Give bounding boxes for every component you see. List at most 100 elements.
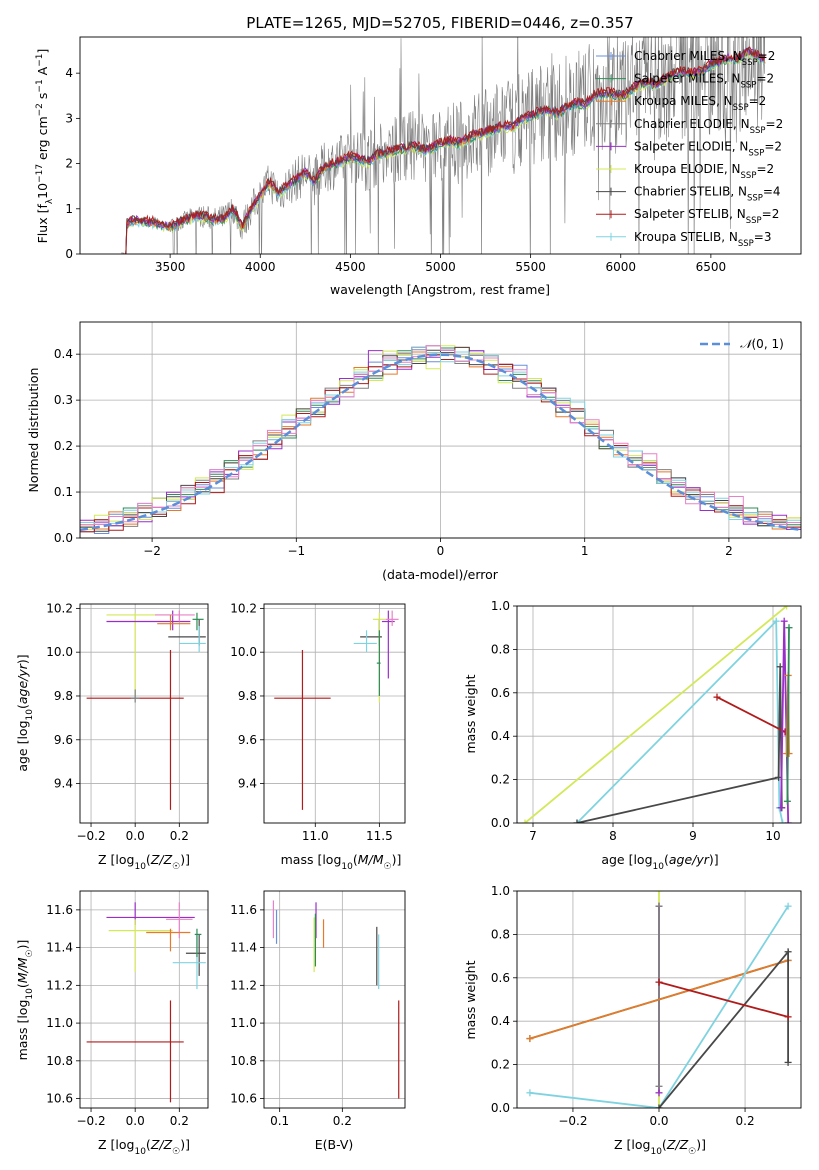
x-tick-label: 9	[689, 829, 697, 843]
y-tick-label: 9.6	[238, 733, 257, 747]
axes-age-Z: −0.2 0.0 0.2 9.4 9.6 9.8 10.0 10.2 Z [log10(Z/Z☉…	[15, 601, 209, 872]
y-tick-label: 0.0	[54, 531, 73, 545]
x-tick-label: −2	[143, 544, 161, 558]
y-tick-label: 11.2	[230, 978, 257, 992]
weight-line	[529, 905, 789, 1108]
y-tick-label: 11.4	[46, 941, 73, 955]
legend-label: Salpeter MILES, NSSP=2	[634, 72, 774, 91]
plot-area	[86, 902, 206, 1103]
y-tick-label: 0.2	[491, 773, 510, 787]
y-tick-label: 11.4	[230, 941, 257, 955]
y-tick-label: 10.6	[46, 1092, 73, 1106]
y-tick-label: 0.0	[491, 1101, 510, 1115]
x-axis-label: wavelength [Angstrom, rest frame]	[330, 282, 550, 297]
axes-spectrum: 3500 4000 4500 5000 5500 6000 6500 0 1 2 3 4 Chabrie…	[35, 36, 802, 297]
y-tick-label: 10.0	[46, 645, 73, 659]
figure-title: PLATE=1265, MJD=52705, FIBERID=0446, z=0…	[246, 14, 633, 32]
y-tick-label: 9.4	[54, 777, 73, 791]
x-tick-label: −0.2	[76, 1114, 105, 1128]
y-tick-label: 0.6	[491, 971, 510, 985]
plot-area	[121, 37, 766, 254]
y-tick-label: 10.2	[46, 601, 73, 615]
plot-area	[80, 345, 801, 538]
y-tick-label: 2	[65, 157, 73, 171]
x-tick-label: 0.2	[333, 1114, 352, 1128]
y-axis-label: mass weight	[463, 674, 478, 753]
x-tick-label: −0.2	[76, 829, 105, 843]
x-tick-label: 0.0	[126, 1114, 145, 1128]
x-tick-label: 0.2	[170, 829, 189, 843]
legend-label: 𝒩(0, 1)	[740, 337, 784, 351]
weight-line	[576, 666, 783, 823]
x-tick-label: 10	[765, 829, 780, 843]
x-tick-label: 0	[437, 544, 445, 558]
x-tick-label: 5500	[515, 260, 546, 274]
model-line	[121, 47, 766, 254]
y-axis-label: Normed distribution	[26, 368, 41, 493]
plot-area	[274, 610, 399, 810]
x-axis-label: age [log10(age/yr)]	[601, 852, 718, 872]
axes-frame	[79, 321, 802, 539]
x-axis-label: Z [log10(Z/Z☉)]	[614, 1137, 706, 1157]
x-tick-label: 11.0	[302, 829, 329, 843]
x-axis-label: E(B-V)	[315, 1137, 354, 1152]
y-tick-label: 9.6	[54, 733, 73, 747]
x-axis-label: mass [log10(M/M☉)]	[281, 852, 402, 872]
y-tick-label: 0.8	[491, 642, 510, 656]
y-tick-label: 0.2	[54, 439, 73, 453]
y-tick-label: 0.1	[54, 485, 73, 499]
y-axis-label: age [log10(age/yr)]	[15, 654, 35, 771]
legend-label: Kroupa ELODIE, NSSP=2	[634, 162, 774, 181]
weight-line	[576, 619, 784, 823]
x-axis-label: (data-model)/error	[382, 567, 499, 582]
axes-frame	[263, 603, 406, 824]
axes-residuals: −2 −1 0 1 2 0.0 0.1 0.2 0.3 0.4 𝒩(0, 1) (data-model…	[26, 321, 802, 582]
y-tick-label: 1.0	[491, 599, 510, 613]
x-axis-label: Z [log10(Z/Z☉)]	[98, 1137, 190, 1157]
legend-label: Chabrier STELIB, NSSP=4	[634, 185, 781, 204]
y-tick-label: 11.6	[230, 903, 257, 917]
y-tick-label: 1.0	[491, 884, 510, 898]
y-tick-label: 11.6	[46, 903, 73, 917]
x-tick-label: 11.5	[366, 829, 393, 843]
axes-frame	[79, 36, 802, 255]
x-tick-label: −1	[287, 544, 305, 558]
x-tick-label: 0.0	[126, 829, 145, 843]
x-tick-label: 0.2	[736, 1114, 755, 1128]
histogram-step	[80, 346, 801, 538]
x-tick-label: 4000	[245, 260, 276, 274]
axes-age-mass: 11.0 11.5 9.4 9.6 9.8 10.0 10.2 mass [log10(M/M…	[230, 601, 406, 872]
x-tick-label: 7	[529, 829, 537, 843]
y-tick-label: 11.2	[46, 978, 73, 992]
x-tick-label: 5000	[425, 260, 456, 274]
x-tick-label: 4500	[335, 260, 366, 274]
axes-mass-Z: −0.2 0.0 0.2 10.6 10.8 11.0 11.2 11.4 11.6 Z [log…	[15, 890, 209, 1157]
legend-label: Salpeter STELIB, NSSP=2	[634, 207, 779, 226]
y-tick-label: 11.0	[230, 1016, 257, 1030]
y-tick-label: 0.0	[491, 816, 510, 830]
model-line	[121, 46, 766, 254]
x-axis-label: Z [log10(Z/Z☉)]	[98, 852, 190, 872]
legend-label: Kroupa MILES, NSSP=2	[634, 94, 766, 113]
y-tick-label: 9.8	[238, 689, 257, 703]
y-tick-label: 9.4	[238, 777, 257, 791]
x-tick-label: −0.2	[558, 1114, 587, 1128]
y-tick-label: 4	[65, 66, 73, 80]
plot-area	[272, 900, 400, 1099]
y-tick-label: 11.0	[46, 1016, 73, 1030]
y-tick-label: 0.2	[491, 1058, 510, 1072]
y-axis-label: Flux [fλ10−17 erg cm−2 s−1 A−1]	[35, 49, 55, 244]
y-tick-label: 10.0	[230, 645, 257, 659]
legend-label: Chabrier MILES, NSSP=2	[634, 49, 775, 68]
x-tick-label: 3500	[155, 260, 186, 274]
y-tick-label: 0.4	[54, 347, 73, 361]
y-axis-label: mass [log10(M/M☉)]	[15, 940, 35, 1061]
x-tick-label: 6500	[696, 260, 727, 274]
histogram-step	[80, 345, 801, 538]
y-tick-label: 0	[65, 247, 73, 261]
axes-weight-age: 7 8 9 10 0.0 0.2 0.4 0.6 0.8 1.0 age [log10(age/yr…	[463, 599, 802, 872]
plot-area	[521, 606, 793, 823]
y-tick-label: 9.8	[54, 689, 73, 703]
legend: 𝒩(0, 1)	[700, 337, 784, 351]
